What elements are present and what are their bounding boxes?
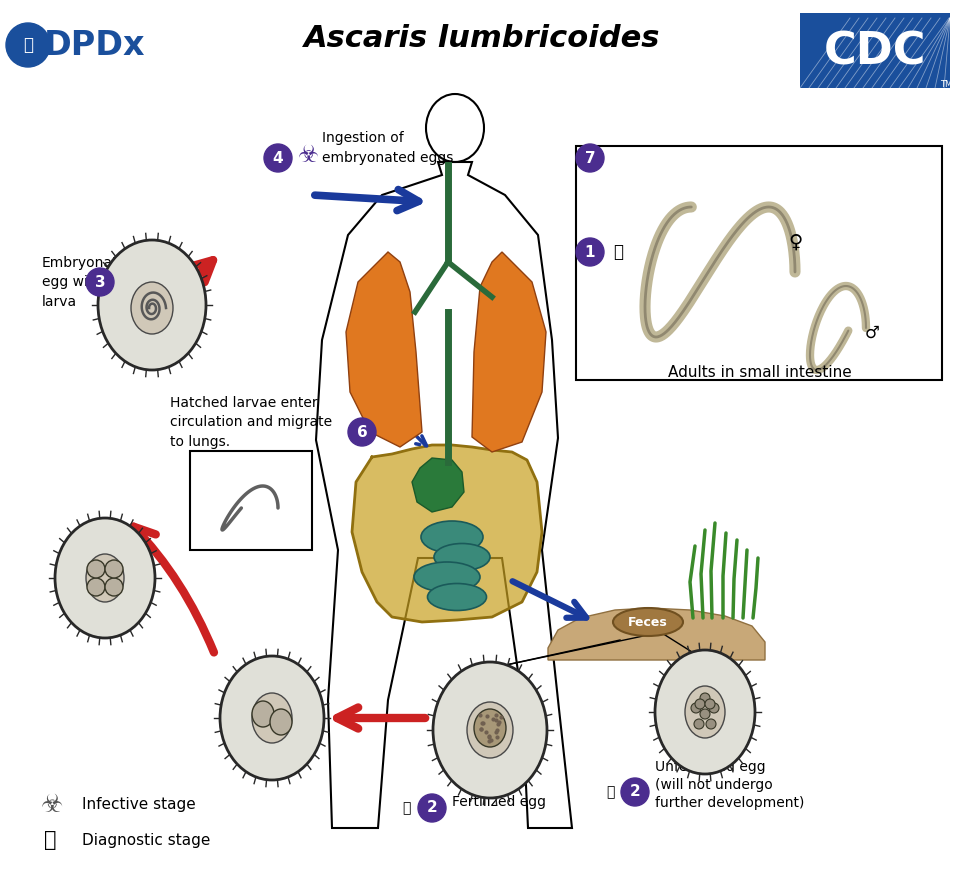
Circle shape: [86, 268, 114, 296]
Polygon shape: [548, 608, 765, 660]
Text: 6: 6: [357, 424, 368, 439]
Text: ♀: ♀: [787, 233, 802, 252]
Circle shape: [348, 418, 376, 446]
Ellipse shape: [427, 584, 486, 610]
Text: 🔬: 🔬: [43, 830, 56, 850]
Text: Diagnostic stage: Diagnostic stage: [82, 833, 210, 848]
Text: ☣: ☣: [41, 793, 63, 817]
Text: Hatched larvae enter
circulation and migrate
to lungs.: Hatched larvae enter circulation and mig…: [170, 395, 332, 448]
Circle shape: [87, 560, 105, 578]
Circle shape: [621, 778, 649, 806]
Ellipse shape: [270, 709, 292, 735]
Ellipse shape: [220, 656, 324, 780]
Text: 🔬: 🔬: [606, 785, 614, 799]
Circle shape: [694, 719, 704, 729]
Ellipse shape: [252, 693, 292, 743]
Ellipse shape: [685, 686, 725, 738]
Ellipse shape: [131, 282, 173, 334]
Text: 7: 7: [585, 151, 595, 166]
Polygon shape: [346, 252, 422, 447]
Circle shape: [576, 144, 604, 172]
Text: Ascaris lumbricoides: Ascaris lumbricoides: [304, 24, 660, 52]
Circle shape: [706, 719, 716, 729]
Text: TM: TM: [940, 80, 952, 89]
Text: 🔬: 🔬: [401, 801, 410, 815]
Text: Unfertilized egg
(will not undergo
further development): Unfertilized egg (will not undergo furth…: [655, 759, 805, 811]
Text: Fertilized egg: Fertilized egg: [452, 795, 546, 809]
Circle shape: [105, 578, 123, 596]
Circle shape: [264, 144, 292, 172]
Circle shape: [691, 703, 701, 713]
Circle shape: [576, 238, 604, 266]
Text: Embryonated
egg with L3
larva: Embryonated egg with L3 larva: [42, 255, 136, 308]
Ellipse shape: [252, 701, 274, 727]
Ellipse shape: [613, 608, 683, 636]
Text: CDC: CDC: [824, 30, 926, 74]
Circle shape: [6, 23, 50, 67]
Circle shape: [705, 699, 715, 709]
Circle shape: [700, 709, 710, 719]
Text: Adults in small intestine: Adults in small intestine: [668, 364, 852, 379]
Text: 2: 2: [427, 800, 437, 815]
Text: 1: 1: [585, 245, 595, 260]
FancyBboxPatch shape: [800, 13, 950, 88]
Ellipse shape: [655, 650, 755, 774]
Text: ☣: ☣: [297, 143, 318, 167]
Ellipse shape: [434, 543, 490, 571]
Text: Feces: Feces: [628, 616, 668, 628]
Text: Ingestion of
embryonated eggs: Ingestion of embryonated eggs: [322, 131, 454, 165]
Ellipse shape: [86, 554, 124, 602]
Circle shape: [87, 578, 105, 596]
Text: 4: 4: [273, 151, 284, 166]
Text: Larvae are coughed up
and swallowed, re-entering
the gastrointestinal tract.
Mat: Larvae are coughed up and swallowed, re-…: [600, 162, 788, 254]
Ellipse shape: [55, 518, 155, 638]
Polygon shape: [472, 252, 546, 452]
Text: ♂: ♂: [865, 324, 879, 342]
Circle shape: [418, 794, 446, 822]
Circle shape: [695, 699, 705, 709]
Text: 3: 3: [95, 275, 105, 290]
Text: 🔬: 🔬: [613, 243, 623, 261]
Text: DPDx: DPDx: [44, 28, 146, 61]
Circle shape: [709, 703, 719, 713]
Text: 2: 2: [629, 784, 641, 799]
FancyBboxPatch shape: [190, 451, 312, 550]
Polygon shape: [352, 445, 542, 622]
Text: 🔬: 🔬: [23, 36, 33, 54]
Circle shape: [105, 560, 123, 578]
Ellipse shape: [98, 240, 206, 370]
Text: Infective stage: Infective stage: [82, 797, 196, 812]
Ellipse shape: [433, 662, 547, 798]
Ellipse shape: [474, 709, 506, 747]
Circle shape: [700, 693, 710, 703]
Ellipse shape: [414, 562, 480, 592]
Ellipse shape: [421, 521, 483, 553]
Ellipse shape: [467, 702, 513, 758]
FancyBboxPatch shape: [576, 146, 942, 380]
Polygon shape: [412, 458, 464, 512]
